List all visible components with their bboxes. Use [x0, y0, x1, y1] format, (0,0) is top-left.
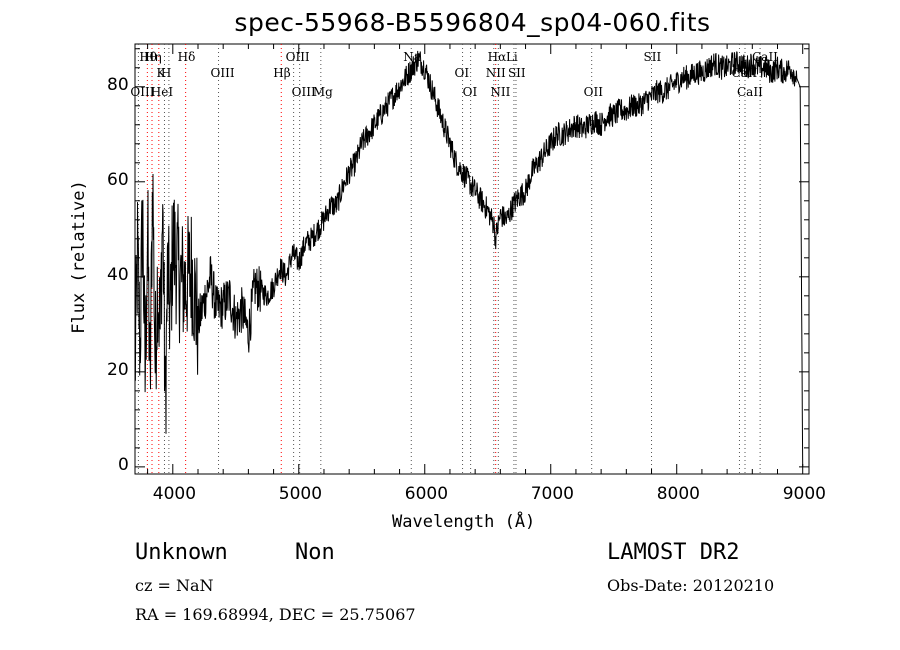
spectral-line-markers: [137, 44, 761, 474]
y-axis-title: Flux (relative): [69, 180, 89, 334]
spectral-line-label: OIII: [285, 50, 310, 64]
spectral-line-label: HeI: [150, 85, 174, 99]
redshift-cz: cz = NaN: [135, 576, 214, 595]
object-subclass: Non: [295, 540, 335, 565]
spectral-line-label: H: [160, 66, 172, 80]
spectral-line-label: Mg: [312, 85, 333, 99]
x-tick-label: 9000: [782, 484, 826, 504]
spectral-line-label: Li: [505, 50, 518, 64]
spectral-line-label: SII: [507, 66, 526, 80]
spectral-line-label: OI: [462, 85, 478, 99]
chart-title: spec-55968-B5596804_sp04-060.fits: [234, 8, 711, 37]
spectral-line-label: Na: [403, 50, 421, 64]
spectral-line-label: SII: [643, 50, 662, 64]
spectral-line-label: Hδ: [177, 50, 196, 64]
spectral-line-label: Hθ: [139, 50, 158, 64]
plot-frame: [134, 43, 810, 475]
y-tick-label: 60: [107, 169, 129, 190]
x-tick-label: 6000: [404, 484, 449, 504]
y-tick-label: 80: [107, 74, 129, 95]
x-tick-label: 4000: [152, 484, 197, 504]
x-axis-title: Wavelength (Å): [392, 512, 536, 532]
spectral-line-label: CaII: [752, 50, 778, 64]
spectral-line-label: CaII: [737, 85, 763, 99]
spectral-line-label: CaII: [731, 66, 758, 80]
spectral-line-label: OI: [454, 66, 470, 80]
observation-date: Obs-Date: 20120210: [607, 576, 775, 595]
x-tick-label: 5000: [278, 484, 323, 504]
y-tick-label: 40: [107, 264, 129, 285]
spectral-line-label: NII: [490, 85, 511, 99]
spectral-line-label: K: [156, 66, 166, 80]
spectral-line-label: Hβ: [273, 66, 291, 80]
ra-dec: RA = 169.68994, DEC = 25.75067: [135, 605, 416, 624]
spectral-line-label: OIII: [291, 85, 316, 99]
spectral-line-label: NII: [485, 66, 506, 80]
y-tick-label: 20: [107, 359, 129, 380]
x-tick-label: 7000: [530, 484, 574, 504]
spectral-line-label: OII: [583, 85, 603, 99]
axis-ticks: [135, 44, 809, 474]
spectral-line-label: Hη: [144, 50, 162, 64]
spectral-line-label: Hα: [487, 50, 507, 64]
x-tick-label: 8000: [656, 484, 700, 504]
spectral-line-label: OIII: [130, 85, 155, 99]
y-tick-label: 0: [118, 454, 129, 475]
object-class: Unknown: [135, 540, 228, 565]
spectral-line-label: OIII: [210, 66, 235, 80]
spectrum-line: [134, 50, 804, 467]
survey-name: LAMOST DR2: [607, 540, 740, 565]
